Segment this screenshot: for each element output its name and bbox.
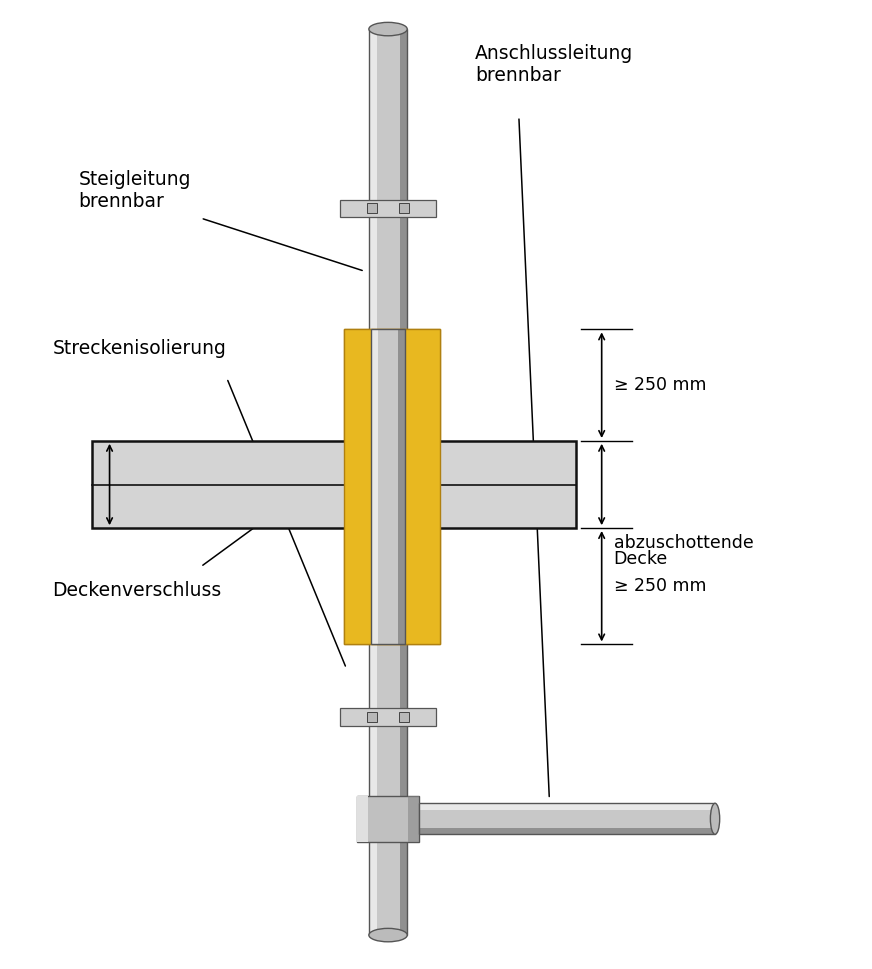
Bar: [369, 29, 377, 935]
Bar: [408, 796, 419, 842]
Text: ≥ 250 mm: ≥ 250 mm: [614, 376, 706, 394]
Bar: [358, 796, 419, 842]
Text: Decke: Decke: [614, 550, 668, 568]
Text: ≥ 250 mm: ≥ 250 mm: [614, 578, 706, 595]
Bar: [340, 708, 436, 726]
Bar: [440, 441, 576, 528]
Bar: [371, 329, 378, 644]
Ellipse shape: [369, 22, 407, 36]
Bar: [358, 796, 368, 842]
Bar: [419, 803, 715, 834]
Bar: [367, 203, 378, 213]
Bar: [399, 203, 409, 213]
Text: ≥ 150 mm: ≥ 150 mm: [96, 453, 188, 471]
Text: Streckenisolierung: Streckenisolierung: [52, 339, 226, 359]
Bar: [399, 29, 407, 935]
Bar: [419, 803, 715, 809]
Bar: [369, 29, 407, 935]
Bar: [367, 712, 378, 722]
Bar: [399, 329, 405, 644]
Bar: [369, 29, 407, 935]
Text: Anschlussleitung
brennbar: Anschlussleitung brennbar: [475, 44, 633, 84]
Bar: [419, 803, 715, 834]
Text: Steigleitung
brennbar: Steigleitung brennbar: [78, 170, 191, 210]
Bar: [92, 441, 576, 528]
Bar: [344, 329, 440, 644]
Bar: [399, 712, 409, 722]
Ellipse shape: [369, 928, 407, 942]
Bar: [340, 200, 436, 217]
Bar: [92, 441, 344, 528]
Text: Deckenverschluss: Deckenverschluss: [52, 581, 221, 601]
Bar: [371, 329, 405, 644]
Bar: [371, 329, 405, 644]
Bar: [344, 329, 440, 644]
Bar: [344, 441, 440, 528]
Bar: [419, 828, 715, 834]
Ellipse shape: [711, 803, 719, 834]
Text: abzuschottende: abzuschottende: [614, 534, 753, 552]
